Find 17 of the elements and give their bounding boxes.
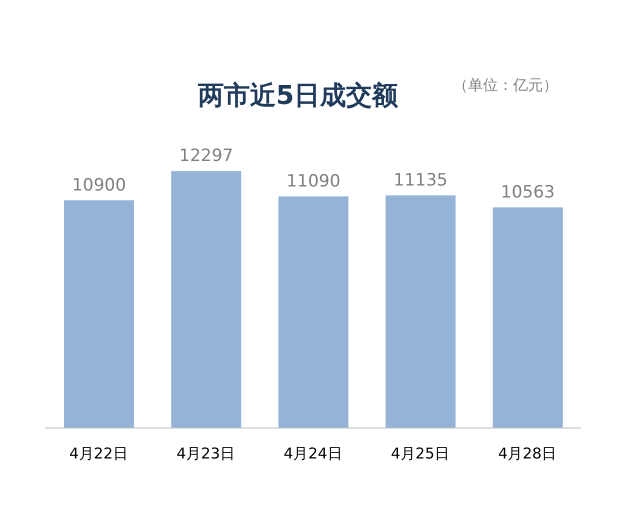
data-label: 11135 <box>394 170 448 190</box>
bar <box>64 200 134 428</box>
data-label: 10900 <box>72 175 126 196</box>
x-tick-label: 4月23日 <box>176 444 236 463</box>
x-tick-label: 4月28日 <box>498 444 557 463</box>
bar <box>492 207 563 428</box>
x-tick-label: 4月25日 <box>390 444 450 463</box>
chart-title: 两市近5日成交额 <box>198 81 398 111</box>
x-tick-label: 4月24日 <box>284 444 342 463</box>
bar <box>278 196 348 428</box>
chart-subtitle: （单位：亿元） <box>453 76 558 95</box>
data-label: 11090 <box>286 171 340 192</box>
data-label: 10563 <box>500 182 555 202</box>
bar <box>171 171 242 428</box>
bar <box>386 195 456 428</box>
x-tick-label: 4月22日 <box>69 444 128 463</box>
data-label: 12297 <box>179 146 234 166</box>
